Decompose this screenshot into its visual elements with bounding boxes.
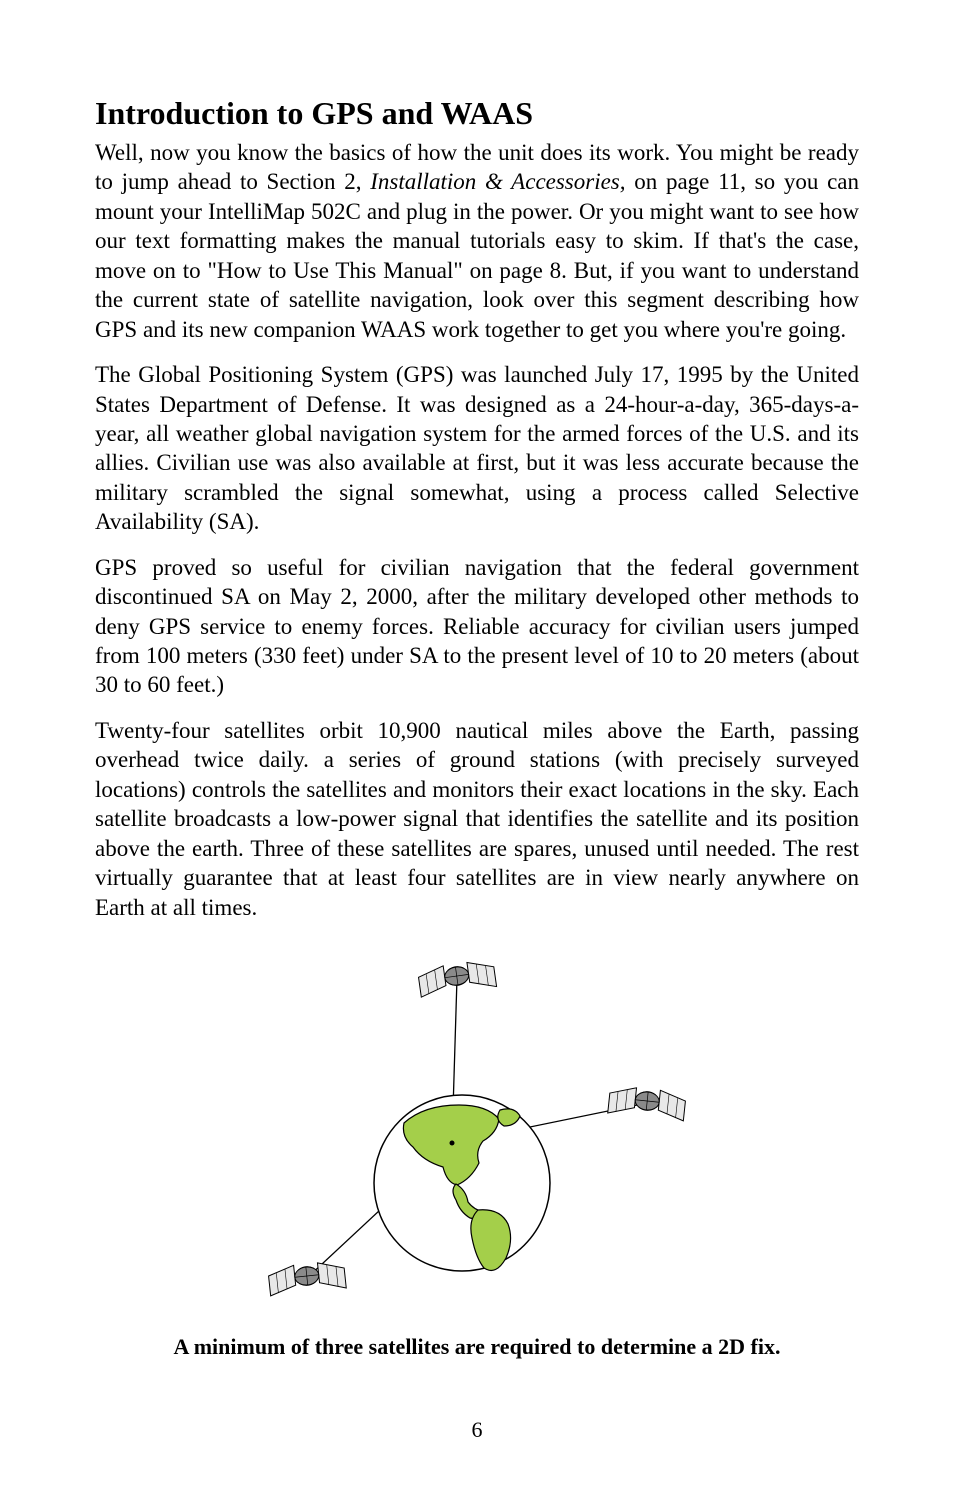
p1-italic: Installation & Accessories,: [370, 169, 625, 194]
paragraph-4: Twenty-four satellites orbit 10,900 naut…: [95, 716, 859, 922]
paragraph-1: Well, now you know the basics of how the…: [95, 138, 859, 344]
satellite-diagram: [95, 938, 859, 1333]
p1-part-c: on page 11, so you can mount your Intell…: [95, 169, 859, 341]
paragraph-3: GPS proved so useful for civilian naviga…: [95, 553, 859, 700]
section-heading: Introduction to GPS and WAAS: [95, 95, 859, 132]
figure-caption: A minimum of three satellites are requir…: [95, 1333, 859, 1361]
paragraph-2: The Global Positioning System (GPS) was …: [95, 360, 859, 537]
page-number: 6: [0, 1417, 954, 1443]
